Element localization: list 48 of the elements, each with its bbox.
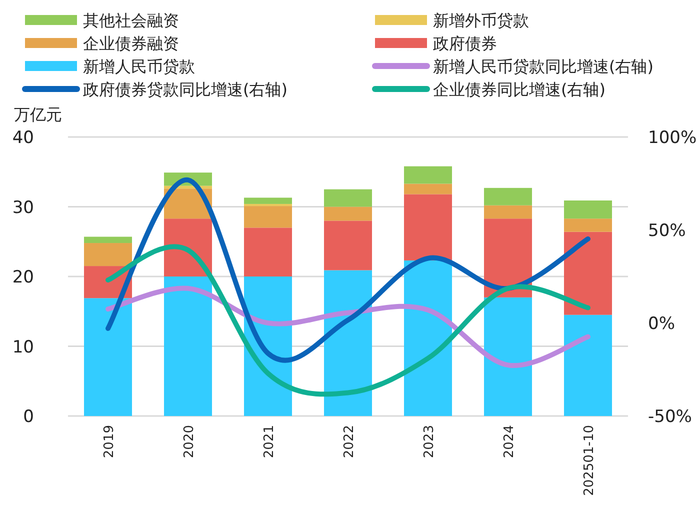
legend-label: 新增人民币贷款 <box>83 57 195 76</box>
x-tick-label: 2021 <box>262 425 277 458</box>
legend-label: 其他社会融资 <box>83 11 179 30</box>
legend-label: 企业债券融资 <box>83 34 179 53</box>
bar <box>404 260 452 416</box>
bar <box>324 206 372 221</box>
y2-tick-label: -50% <box>648 407 692 427</box>
y2-tick-label: 50% <box>648 221 686 241</box>
legend-label: 新增外币贷款 <box>433 11 529 30</box>
bar <box>404 184 452 194</box>
y-tick-label: 10 <box>12 337 34 358</box>
bar <box>84 298 132 416</box>
bar <box>404 166 452 184</box>
bar <box>484 205 532 219</box>
bar <box>324 220 372 270</box>
bar <box>84 243 132 266</box>
x-tick-label: 2022 <box>342 425 357 458</box>
y-tick-label: 20 <box>12 268 34 288</box>
bar <box>484 218 532 298</box>
x-tick-label: 2020 <box>182 425 197 458</box>
bar <box>484 297 532 416</box>
legend-label: 新增人民币贷款同比增速(右轴) <box>433 57 654 76</box>
x-tick-label: 2024 <box>502 425 517 458</box>
bar <box>164 276 212 416</box>
bar <box>244 198 292 204</box>
bar <box>244 228 292 276</box>
legend-label: 政府债券 <box>433 34 497 53</box>
bar <box>404 194 452 260</box>
bar <box>244 206 292 228</box>
x-tick-label: 2023 <box>422 425 437 458</box>
x-tick-label: 202501-10 <box>582 425 597 496</box>
bar <box>564 200 612 219</box>
y2-tick-label: 100% <box>648 128 697 148</box>
legend-label: 政府债券贷款同比增速(右轴) <box>83 80 288 99</box>
bar <box>324 189 372 207</box>
bar <box>564 218 612 232</box>
y2-tick-label: 0% <box>648 314 675 334</box>
bar <box>244 204 292 206</box>
y-tick-label: 40 <box>12 128 34 148</box>
bar <box>84 236 132 244</box>
bar <box>564 314 612 416</box>
x-tick-label: 2019 <box>102 425 117 458</box>
bar <box>484 188 532 206</box>
legend-label: 企业债券同比增速(右轴) <box>433 80 606 99</box>
bar <box>564 232 612 315</box>
y-axis-title: 万亿元 <box>14 105 62 124</box>
y-tick-label: 30 <box>12 198 34 218</box>
y-tick-label: 0 <box>23 407 34 427</box>
